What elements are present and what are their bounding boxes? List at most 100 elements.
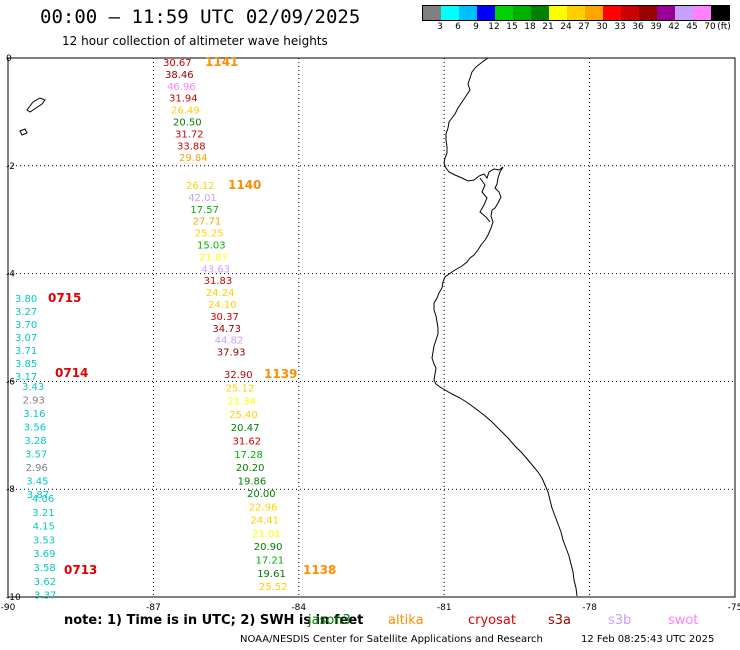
legend-tick-label: 33 — [614, 22, 626, 32]
wave-height-value: 30.37 — [210, 312, 239, 323]
legend-swatch — [459, 6, 477, 20]
wave-height-value: 3.53 — [33, 535, 55, 546]
wave-height-value: 3.71 — [15, 346, 37, 357]
legend-tick-label: 9 — [473, 22, 479, 32]
latitude-label: -10 — [6, 593, 21, 603]
wave-height-value: 2.93 — [23, 396, 45, 407]
longitude-label: -78 — [582, 603, 597, 613]
longitude-label: -84 — [291, 603, 306, 613]
legend-tick-label: 36 — [632, 22, 644, 32]
satellite-name: s3b — [608, 613, 632, 628]
legend-swatch — [621, 6, 639, 20]
wave-height-value: 25.25 — [195, 229, 224, 240]
latitude-label: -8 — [6, 485, 15, 495]
latitude-label: -4 — [6, 270, 15, 280]
legend-swatch — [495, 6, 513, 20]
latitude-label: 0 — [6, 54, 12, 64]
altimeter-pass-track: 20.00 22.96 24.41 21.01 20.90 17.21 19.61 25.52… — [247, 489, 336, 593]
pass-number: 1141 — [205, 55, 238, 69]
legend-tick-label: 45 — [686, 22, 698, 32]
wave-height-value: 4.15 — [33, 522, 55, 533]
coastline — [19, 57, 578, 597]
wave-height-value: 17.28 — [234, 450, 263, 461]
legend-swatch — [639, 6, 657, 20]
wave-height-value: 3.87 — [27, 490, 49, 501]
legend-tick-label: 21 — [542, 22, 554, 32]
wave-height-value: 24.41 — [250, 516, 279, 527]
wave-height-value: 19.86 — [238, 476, 267, 487]
wave-height-value: 30.67 — [163, 58, 192, 69]
map-title: 00:00 – 11:59 UTC 02/09/2025 — [40, 6, 361, 28]
axis-labels: -90 -87 -84 -81 -78 -75 0 -2 -4 -6 -8 -10 — [1, 54, 740, 613]
legend-tick-label: 24 — [560, 22, 572, 32]
satellite-name: swot — [668, 613, 699, 628]
wave-height-value: 20.20 — [236, 463, 265, 474]
wave-height-value: 25.12 — [226, 383, 255, 394]
legend-tick-label: 30 — [596, 22, 608, 32]
legend-tick-label: 27 — [578, 22, 590, 32]
map-frame — [7, 57, 736, 598]
legend-swatch — [585, 6, 603, 20]
wave-height-value: 21.34 — [227, 397, 256, 408]
wave-height-value: 31.72 — [175, 129, 204, 140]
legend-swatch — [711, 6, 729, 20]
wave-height-value: 31.94 — [169, 94, 198, 105]
pass-number: 0714 — [55, 366, 88, 380]
longitude-label: -90 — [1, 603, 16, 613]
altimeter-pass-track: 3.80 3.27 3.70 3.07 3.71 3.85 3.17 0715 — [15, 291, 81, 383]
altimeter-tracks: 30.6738.4646.9631.9426.4920.5031.7233.88… — [15, 55, 336, 602]
legend-swatch — [531, 6, 549, 20]
wave-height-value: 15.03 — [197, 241, 226, 252]
wave-height-value: 25.52 — [259, 582, 288, 593]
wave-height-value: 20.47 — [231, 423, 260, 434]
wave-height-value: 3.56 — [24, 423, 46, 434]
wave-height-value: 43.63 — [201, 264, 230, 275]
latitude-label: -6 — [6, 377, 15, 387]
wave-height-value: 17.57 — [190, 205, 219, 216]
wave-height-value: 3.70 — [15, 320, 37, 331]
wave-height-value: 42.01 — [188, 193, 217, 204]
legend-tick-label: 6 — [455, 22, 461, 32]
wave-height-value: 29.84 — [179, 153, 208, 164]
estuary-inlet — [479, 177, 491, 223]
pass-number: 1138 — [303, 563, 336, 577]
wave-height-value: 32.90 — [224, 370, 253, 381]
wave-height-value: 25.40 — [229, 410, 258, 421]
wave-height-value: 3.07 — [15, 333, 37, 344]
latitude-label: -2 — [6, 162, 15, 172]
galapagos-island-1 — [26, 97, 46, 113]
legend-swatch — [603, 6, 621, 20]
satellite-name: s3a — [548, 613, 572, 628]
wave-height-value: 38.46 — [165, 70, 194, 81]
credit-line: NOAA/NESDIS Center for Satellite Applica… — [240, 634, 543, 645]
wave-height-value: 2.96 — [26, 463, 48, 474]
legend-swatch — [423, 6, 441, 20]
wave-height-value: 21.87 — [199, 252, 228, 263]
legend-tick-label: 3 — [437, 22, 443, 32]
wave-height-value: 3.43 — [22, 382, 44, 393]
wave-height-value: 31.83 — [204, 276, 233, 287]
legend-tick-label: 70 — [704, 22, 716, 32]
legend-swatch — [567, 6, 585, 20]
pass-number: 1139 — [264, 367, 297, 381]
legend-swatch — [513, 6, 531, 20]
wave-height-value: 20.90 — [254, 542, 283, 553]
wave-height-value: 26.12 — [186, 181, 215, 192]
legend-swatch — [657, 6, 675, 20]
wave-height-value: 3.21 — [32, 508, 54, 519]
wave-height-value: 3.16 — [23, 409, 45, 420]
wave-height-value: 44.82 — [215, 336, 244, 347]
footnote: note: 1) Time is in UTC; 2) SWH is in fe… — [64, 613, 364, 628]
altimeter-pass-track: 3.43 2.93 3.16 3.56 3.28 3.57 2.96 3.45 3.87 0714 — [22, 366, 88, 501]
color-scale-bar — [422, 5, 730, 21]
wave-height-value: 3.58 — [34, 563, 56, 574]
legend-swatch — [549, 6, 567, 20]
wave-height-value: 31.62 — [233, 437, 262, 448]
satellite-name: jason3 — [308, 613, 351, 628]
map-subtitle: 12 hour collection of altimeter wave hei… — [62, 34, 328, 48]
legend-swatch — [675, 6, 693, 20]
wave-height-value: 3.28 — [24, 436, 46, 447]
pass-number: 0715 — [48, 291, 81, 305]
wave-height-value: 17.21 — [256, 556, 285, 567]
satellite-name: cryosat — [468, 613, 516, 628]
